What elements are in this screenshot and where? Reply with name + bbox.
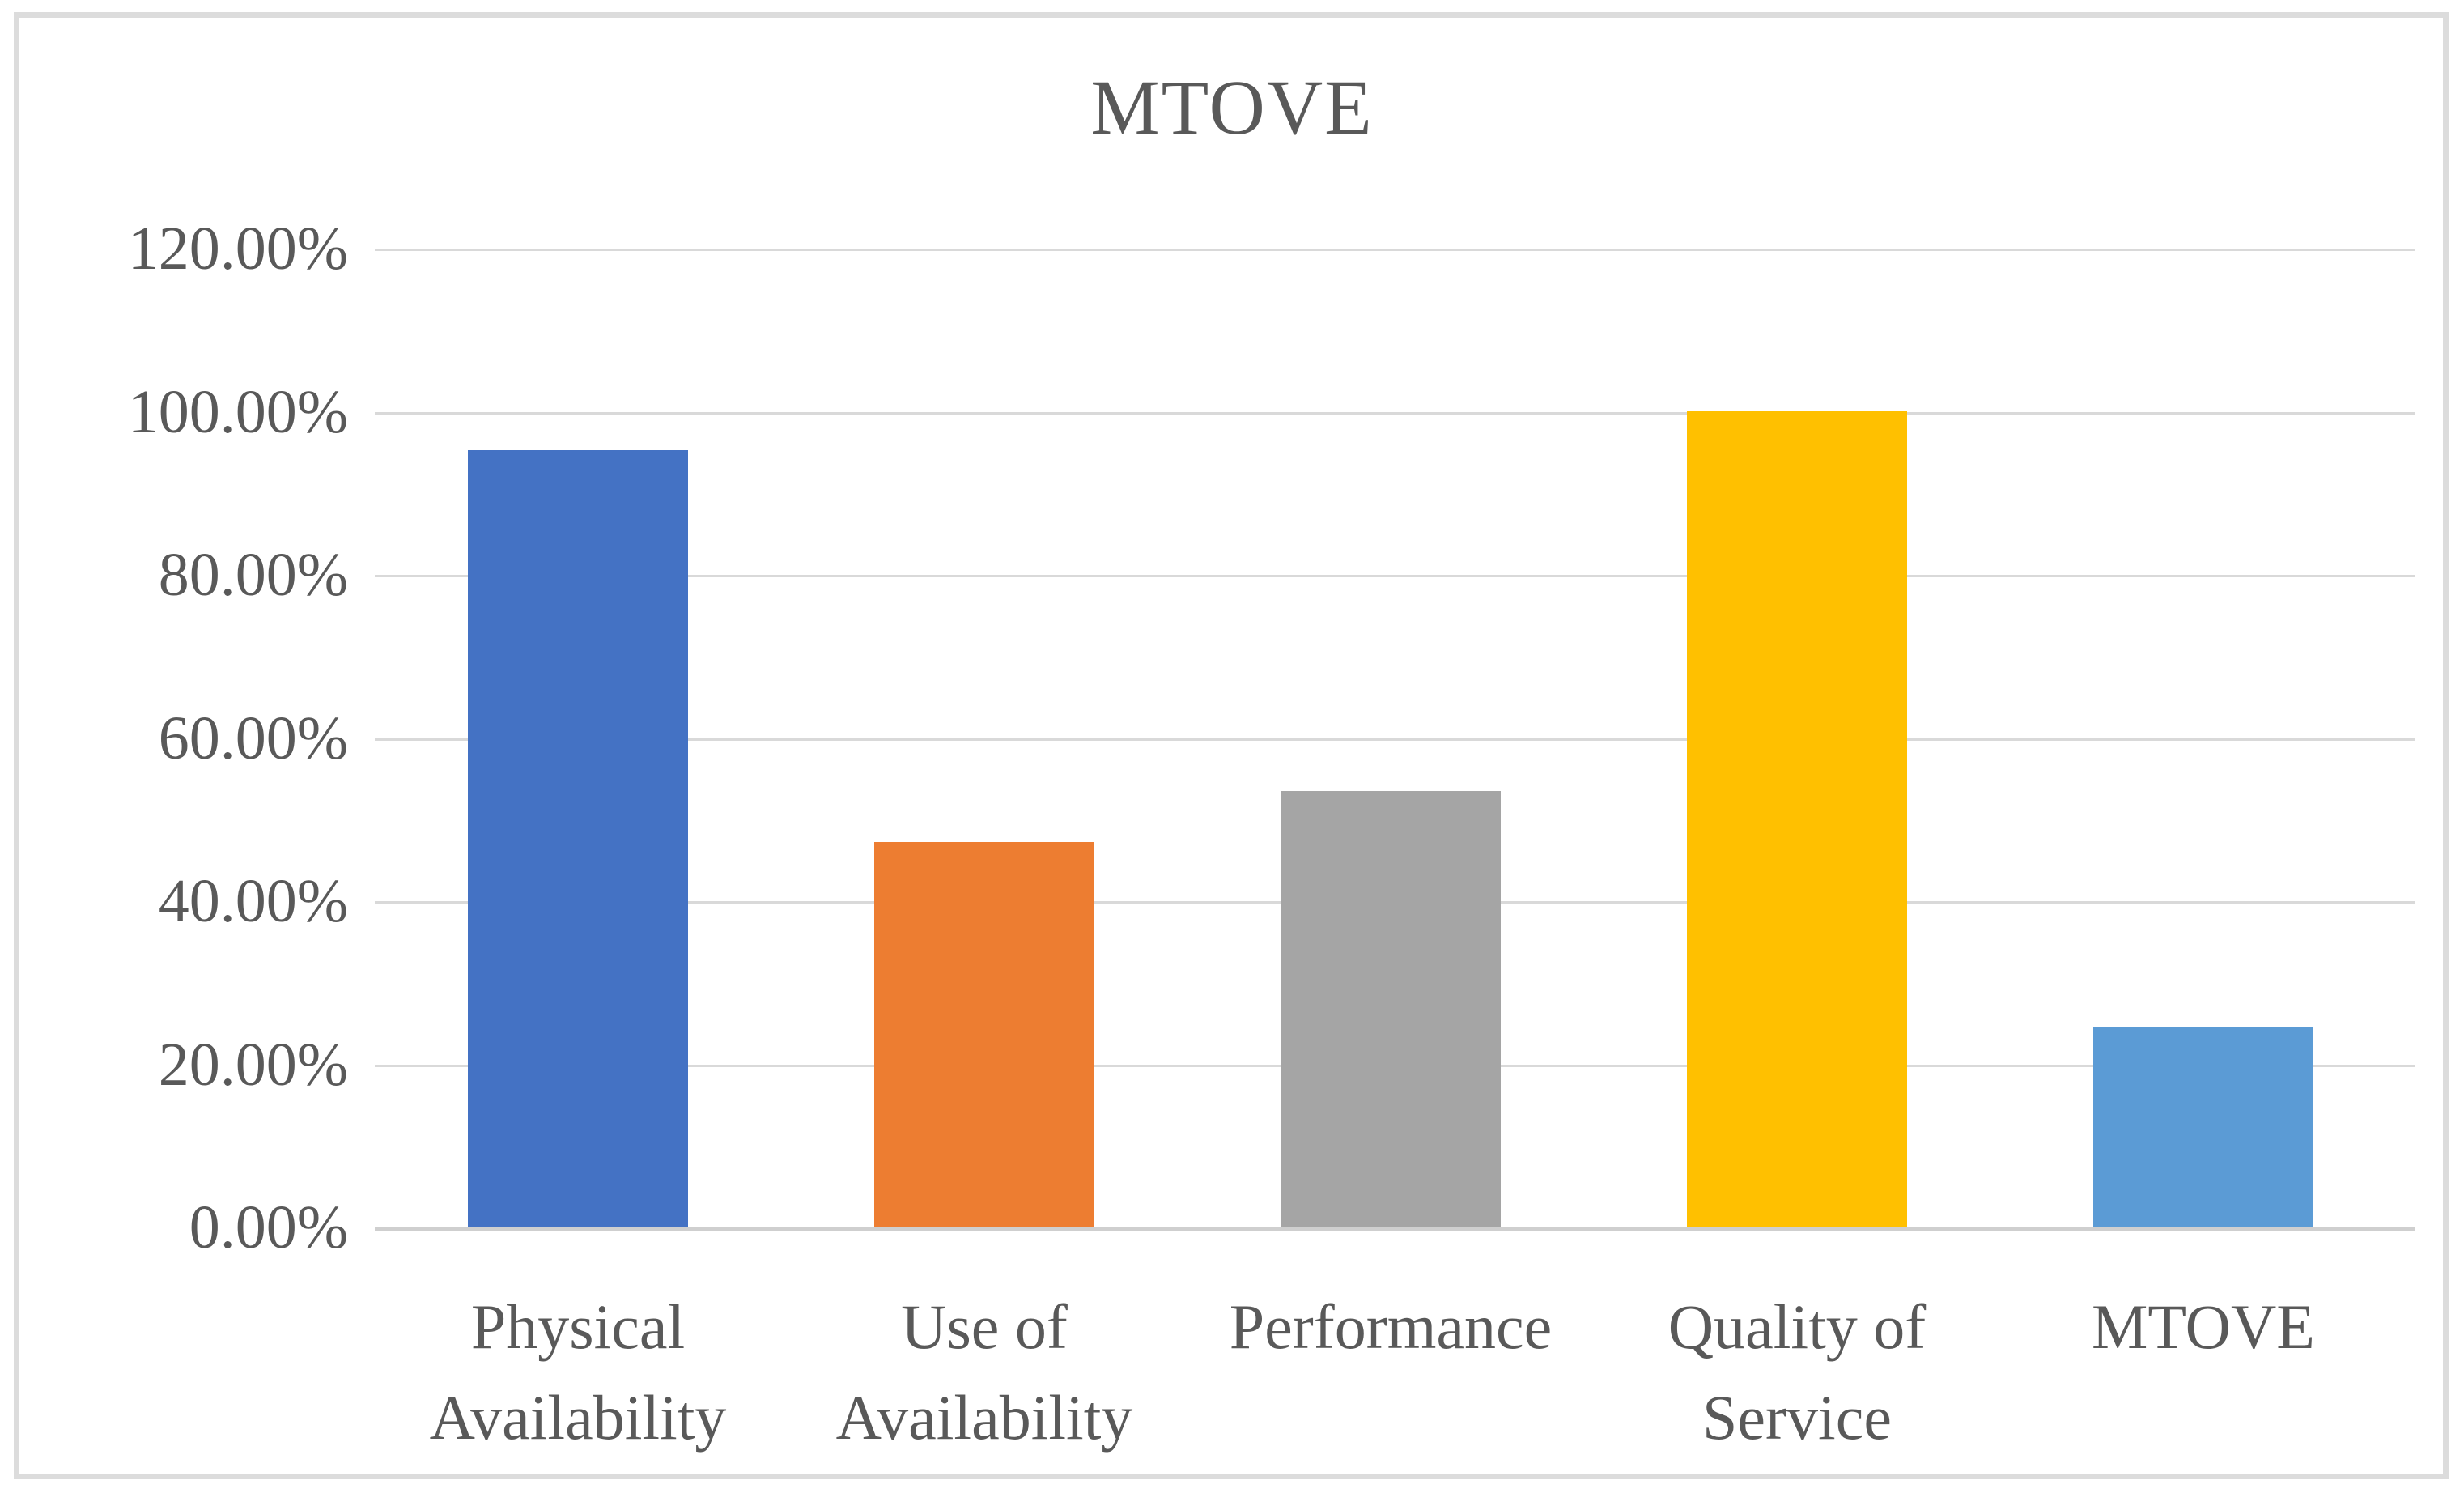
y-axis-tick-label: 120.00% xyxy=(127,215,348,283)
plot-area xyxy=(375,249,2415,1231)
y-gridline xyxy=(375,412,2415,415)
chart-title: MTOVE xyxy=(1090,64,1374,151)
bar-mtove xyxy=(2093,1027,2313,1227)
x-category-label-use-of-availability: Use of Availability xyxy=(835,1291,1133,1453)
x-category-label-quality-of-service: Quality of Service xyxy=(1667,1291,1927,1453)
bar-physical-availability xyxy=(468,450,688,1227)
y-axis-tick-label: 100.00% xyxy=(127,378,348,446)
y-axis-tick-label: 60.00% xyxy=(158,704,348,772)
x-category-label-mtove: MTOVE xyxy=(2092,1291,2315,1362)
bar-performance xyxy=(1281,791,1501,1227)
y-axis-tick-label: 40.00% xyxy=(158,867,348,935)
x-axis-line xyxy=(375,1227,2415,1231)
y-axis-tick-label: 20.00% xyxy=(158,1031,348,1099)
y-gridline xyxy=(375,249,2415,251)
bar-use-of-availability xyxy=(874,842,1094,1227)
y-axis-tick-label: 0.00% xyxy=(189,1193,348,1261)
y-axis-tick-label: 80.00% xyxy=(158,541,348,609)
bar-quality-of-service xyxy=(1687,411,1907,1227)
y-gridline xyxy=(375,575,2415,577)
x-category-label-physical-availability: Physical Availability xyxy=(429,1291,727,1453)
y-gridline xyxy=(375,738,2415,741)
chart-frame-border xyxy=(14,12,2449,1479)
x-category-label-performance: Performance xyxy=(1229,1291,1553,1362)
